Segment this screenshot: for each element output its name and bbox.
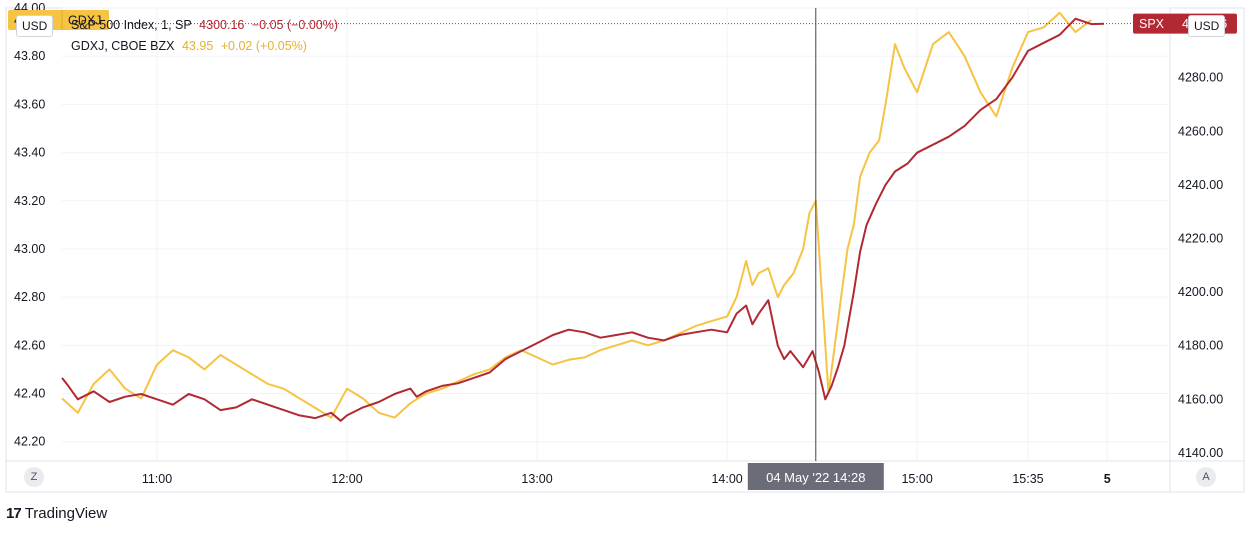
crosshair-time-label: 04 May '22 14:28 (766, 470, 865, 485)
legend-gdxj-name: GDXJ, CBOE BZX (71, 39, 175, 53)
series-line-gdxj (61, 11, 1092, 419)
time-axis-tick-label: 15:35 (1012, 472, 1043, 486)
right-axis-tick-label: 4160.00 (1178, 392, 1223, 406)
zoom-button[interactable]: Z (24, 467, 44, 487)
right-axis-tick-label: 4220.00 (1178, 232, 1223, 246)
right-axis-tick-label: 4140.00 (1178, 446, 1223, 460)
left-axis-tick-label: 42.40 (14, 387, 45, 401)
left-axis-tick-label: 43.40 (14, 146, 45, 160)
right-axis-tick-label: 4200.00 (1178, 285, 1223, 299)
right-axis-tick-label: 4240.00 (1178, 178, 1223, 192)
gdxj-badge-label: GDXJ (68, 14, 101, 28)
branding-label: TradingView (24, 505, 108, 522)
legend-spx: S&P 500 Index, 1, SP 4300.16 −0.05 (−0.0… (71, 18, 342, 32)
currency-button-left[interactable]: USD (16, 15, 54, 37)
legend-spx-name: S&P 500 Index, 1, SP (71, 18, 192, 32)
left-axis-tick-label: 42.60 (14, 338, 45, 352)
currency-button-right[interactable]: USD (1188, 15, 1226, 37)
time-axis-tick-label: 14:00 (711, 472, 742, 486)
chart-frame (5, 7, 1245, 493)
crosshair-time-badge (747, 463, 884, 490)
series-line-spx (61, 17, 1105, 422)
right-axis-tick-label: 4260.00 (1178, 124, 1223, 138)
right-axis-tick-label: 4180.00 (1178, 339, 1223, 353)
time-axis-tick-label: 12:00 (331, 472, 362, 486)
legend-spx-last: 4300.16 (199, 18, 245, 32)
legend-spx-change: −0.05 (−0.00%) (251, 18, 339, 32)
left-axis-tick-label: 43.20 (14, 194, 45, 208)
time-axis-tick-label: 13:00 (521, 472, 552, 486)
branding[interactable]: 17 TradingView (6, 505, 107, 522)
legend-gdxj-last: 43.95 (181, 39, 214, 53)
legend-gdxj: GDXJ, CBOE BZX 43.95 +0.02 (+0.05%) (71, 39, 311, 53)
right-axis-tick-label: 4280.00 (1178, 71, 1223, 85)
time-axis-tick-label: 5 (1104, 472, 1111, 486)
tradingview-logo-icon: 17 (6, 505, 22, 522)
left-axis-tick-label: 42.80 (14, 290, 45, 304)
left-axis-tick-label: 43.60 (14, 97, 45, 111)
time-axis-tick-label: 15:00 (901, 472, 932, 486)
legend-gdxj-change: +0.02 (+0.05%) (220, 39, 307, 53)
time-axis-tick-label: 11:00 (142, 472, 172, 486)
left-axis-tick-label: 43.80 (14, 49, 45, 63)
auto-scale-button[interactable]: A (1196, 467, 1216, 487)
left-axis-tick-label: 42.20 (14, 435, 45, 449)
left-axis-tick-label: 43.00 (14, 242, 45, 256)
spx-badge-label: SPX (1139, 17, 1165, 31)
